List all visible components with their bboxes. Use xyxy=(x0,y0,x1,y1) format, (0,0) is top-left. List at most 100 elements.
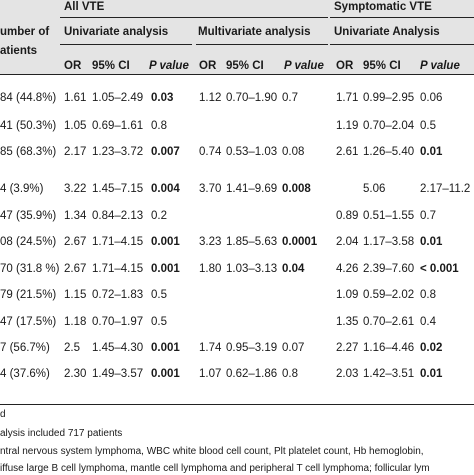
cell-univariate-p: 0.007 xyxy=(151,146,180,158)
cell-univariate-ci: 1.45–7.15 xyxy=(92,183,144,195)
cell-symptomatic-ci: 0.70–2.61 xyxy=(363,316,415,328)
table-bottom-rule xyxy=(0,404,474,405)
cell-univariate-p: 0.5 xyxy=(151,289,167,301)
col-or-symptomatic: OR xyxy=(336,60,354,72)
cell-univariate-ci: 1.23–3.72 xyxy=(92,146,144,158)
col-ci-univariate: 95% CI xyxy=(92,60,130,72)
cell-multivariate-ci: 0.95–3.19 xyxy=(226,342,278,354)
header-number-of: umber of xyxy=(0,26,50,38)
cell-univariate-ci: 1.71–4.15 xyxy=(92,236,144,248)
cell-symptomatic-ci: 0.59–2.02 xyxy=(363,289,415,301)
cell-symptomatic-or: 2.04 xyxy=(336,236,359,248)
cell-symptomatic-or: 2.61 xyxy=(336,146,359,158)
cell-symptomatic-or: 1.35 xyxy=(336,316,359,328)
col-ci-multivariate: 95% CI xyxy=(226,60,264,72)
cell-univariate-p: 0.2 xyxy=(151,210,167,222)
cell-univariate-or: 2.67 xyxy=(64,263,87,275)
cell-patients: 47 (35.9%) xyxy=(0,210,57,222)
cell-symptomatic-ci: 0.70–2.04 xyxy=(363,120,415,132)
cell-multivariate-or: 1.12 xyxy=(199,92,222,104)
cell-univariate-p: 0.004 xyxy=(151,183,180,195)
cell-symptomatic-ci: 1.17–3.58 xyxy=(363,236,415,248)
cell-symptomatic-or: 4.26 xyxy=(336,263,359,275)
header-univariate-symptomatic: Univariate Analysis xyxy=(334,26,440,38)
cell-multivariate-p: 0.8 xyxy=(282,368,298,380)
cell-multivariate-ci: 1.85–5.63 xyxy=(226,236,278,248)
cell-univariate-ci: 0.84–2.13 xyxy=(92,210,144,222)
cell-patients: 79 (21.5%) xyxy=(0,289,57,301)
cell-symptomatic-ci: 1.26–5.40 xyxy=(363,146,415,158)
cell-symptomatic-ci: 0.99–2.95 xyxy=(363,92,415,104)
cell-univariate-ci: 0.69–1.61 xyxy=(92,120,144,132)
cell-multivariate-p: 0.07 xyxy=(282,342,305,354)
cell-univariate-or: 3.22 xyxy=(64,183,87,195)
cell-multivariate-ci: 0.53–1.03 xyxy=(226,146,278,158)
cell-univariate-ci: 1.71–4.15 xyxy=(92,263,144,275)
header-univariate-all: Univariate analysis xyxy=(64,26,169,38)
cell-univariate-or: 1.05 xyxy=(64,120,87,132)
header-patients: atients xyxy=(0,45,38,57)
cell-univariate-p: 0.001 xyxy=(151,263,180,275)
cell-multivariate-or: 3.23 xyxy=(199,236,222,248)
cell-patients: 84 (44.8%) xyxy=(0,92,57,104)
header-multivariate-all: Multivariate analysis xyxy=(198,26,311,38)
cell-symptomatic-p: 0.01 xyxy=(420,146,443,158)
cell-univariate-p: 0.001 xyxy=(151,368,180,380)
cell-univariate-ci: 0.72–1.83 xyxy=(92,289,144,301)
cell-patients: 7 (56.7%) xyxy=(0,342,50,354)
cell-univariate-ci: 0.70–1.97 xyxy=(92,316,144,328)
col-p-univariate: P value xyxy=(149,60,189,72)
footnote-1: d xyxy=(0,409,6,420)
header-rule-all xyxy=(60,17,328,18)
cell-symptomatic-ci: 5.06 xyxy=(363,183,386,195)
header-rule-symptomatic xyxy=(330,17,474,18)
group-symptomatic-vte: Symptomatic VTE xyxy=(334,1,432,13)
cell-univariate-p: 0.03 xyxy=(151,92,174,104)
cell-symptomatic-or: 1.71 xyxy=(336,92,359,104)
cell-univariate-or: 1.15 xyxy=(64,289,87,301)
cell-symptomatic-p: 0.01 xyxy=(420,368,443,380)
cell-multivariate-p: 0.08 xyxy=(282,146,305,158)
cell-univariate-or: 1.34 xyxy=(64,210,87,222)
cell-multivariate-ci: 0.70–1.90 xyxy=(226,92,278,104)
cell-symptomatic-p: 0.02 xyxy=(420,342,443,354)
col-or-univariate: OR xyxy=(64,60,82,72)
cell-univariate-p: 0.5 xyxy=(151,316,167,328)
cell-multivariate-ci: 0.62–1.86 xyxy=(226,368,278,380)
cell-multivariate-or: 1.80 xyxy=(199,263,222,275)
cell-symptomatic-p: 0.8 xyxy=(420,289,436,301)
col-p-symptomatic: P value xyxy=(420,60,460,72)
cell-patients: 47 (17.5%) xyxy=(0,316,57,328)
cell-patients: 70 (31.8 %) xyxy=(0,263,60,275)
cell-symptomatic-or: 0.89 xyxy=(336,210,359,222)
cell-symptomatic-p: 0.06 xyxy=(420,92,443,104)
cell-symptomatic-p: 0.5 xyxy=(420,120,436,132)
cell-symptomatic-p: 2.17–11.2 xyxy=(420,183,471,195)
cell-symptomatic-ci: 1.42–3.51 xyxy=(363,368,415,380)
cell-univariate-or: 2.5 xyxy=(64,342,80,354)
cell-univariate-ci: 1.45–4.30 xyxy=(92,342,144,354)
table-header-background xyxy=(0,0,474,74)
col-or-multivariate: OR xyxy=(199,60,217,72)
cell-univariate-p: 0.001 xyxy=(151,236,180,248)
cell-symptomatic-or: 2.03 xyxy=(336,368,359,380)
header-rule-univariate-sympt xyxy=(330,44,474,45)
cell-symptomatic-ci: 1.16–4.46 xyxy=(363,342,415,354)
cell-univariate-ci: 1.05–2.49 xyxy=(92,92,144,104)
cell-multivariate-p: 0.0001 xyxy=(282,236,318,248)
cell-multivariate-or: 0.74 xyxy=(199,146,222,158)
footnote-2: alysis included 717 patients xyxy=(0,428,123,439)
cell-multivariate-or: 1.74 xyxy=(199,342,222,354)
cell-multivariate-ci: 1.41–9.69 xyxy=(226,183,278,195)
cell-univariate-or: 1.61 xyxy=(64,92,87,104)
header-rule-univariate xyxy=(60,44,192,45)
cell-symptomatic-ci: 0.51–1.55 xyxy=(363,210,415,222)
cell-symptomatic-p: 0.7 xyxy=(420,210,436,222)
cell-multivariate-p: 0.008 xyxy=(282,183,311,195)
group-all-vte: All VTE xyxy=(64,1,105,13)
cell-multivariate-ci: 1.03–3.13 xyxy=(226,263,278,275)
footnote-4: iffuse large B cell lymphoma, mantle cel… xyxy=(0,463,430,474)
cell-univariate-p: 0.001 xyxy=(151,342,180,354)
cell-multivariate-or: 1.07 xyxy=(199,368,222,380)
cell-multivariate-p: 0.04 xyxy=(282,263,305,275)
